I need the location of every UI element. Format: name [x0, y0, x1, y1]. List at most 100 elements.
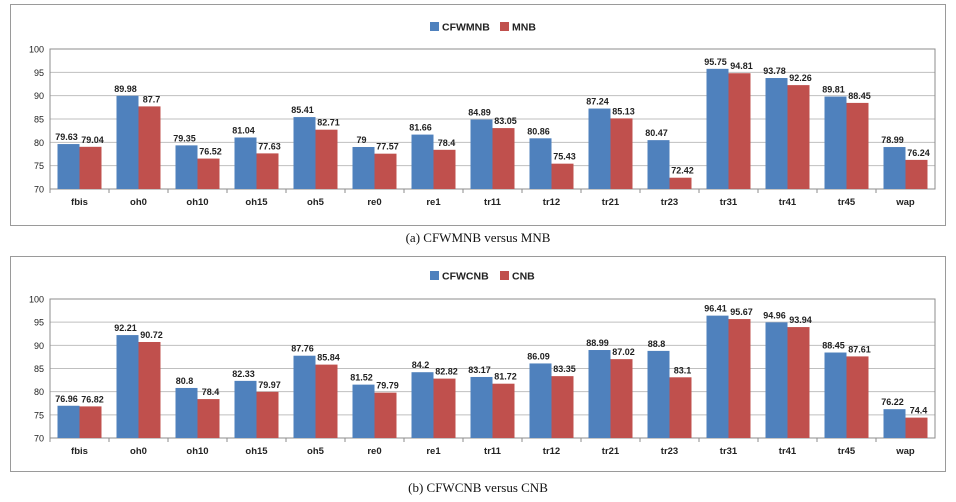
legend-swatch-0 — [430, 271, 439, 280]
data-label: 85.13 — [612, 106, 635, 116]
data-label: 72.42 — [671, 166, 694, 176]
x-tick-label: oh10 — [186, 446, 208, 457]
legend-label-1: CNB — [512, 271, 535, 283]
legend-swatch-1 — [500, 22, 509, 31]
bar-cnb — [256, 391, 279, 438]
bar-mnb — [669, 177, 692, 189]
y-tick-label: 100 — [29, 45, 44, 55]
data-label: 78.99 — [881, 135, 904, 145]
bar-mnb — [551, 163, 574, 189]
legend: CFWCNB CNB — [430, 271, 535, 283]
bar-cnb — [492, 383, 515, 438]
data-label: 82.82 — [435, 367, 458, 377]
bar-mnb — [610, 118, 633, 189]
x-tick-label: oh0 — [130, 197, 147, 208]
bar-cfwmnb — [293, 117, 316, 189]
legend-label-0: CFWCNB — [442, 271, 489, 283]
bar-cnb — [197, 399, 220, 438]
y-tick-label: 75 — [34, 161, 44, 171]
data-label: 82.33 — [232, 369, 255, 379]
data-label: 75.43 — [553, 152, 576, 162]
x-tick-label: tr41 — [779, 446, 797, 457]
data-label: 78.4 — [438, 138, 456, 148]
x-tick-label: fbis — [71, 197, 88, 208]
x-tick-label: tr23 — [661, 197, 678, 208]
x-tick-label: tr31 — [720, 446, 738, 457]
bar-cfwcnb — [411, 372, 434, 438]
data-label: 88.99 — [586, 338, 609, 348]
data-label: 84.89 — [468, 108, 491, 118]
data-label: 79 — [356, 135, 366, 145]
data-label: 79.97 — [258, 380, 281, 390]
x-tick-label: oh0 — [130, 446, 147, 457]
caption-b: (b) CFWCNB versus CNB — [408, 480, 548, 495]
data-label: 80.8 — [176, 376, 194, 386]
data-label: 87.7 — [143, 94, 161, 104]
data-label: 92.21 — [114, 323, 137, 333]
data-label: 87.24 — [586, 97, 609, 107]
x-tick-label: oh5 — [307, 197, 325, 208]
y-tick-label: 75 — [34, 410, 44, 420]
legend-label-1: MNB — [512, 22, 536, 34]
y-tick-label: 70 — [34, 434, 44, 444]
bar-cnb — [610, 359, 633, 438]
data-label: 93.78 — [763, 66, 786, 76]
x-tick-label: re1 — [426, 197, 441, 208]
y-tick-label: 95 — [34, 318, 44, 328]
data-label: 86.09 — [527, 351, 550, 361]
data-label: 94.96 — [763, 310, 786, 320]
bar-cfwcnb — [57, 405, 80, 438]
data-label: 76.22 — [881, 397, 904, 407]
data-label: 88.45 — [848, 91, 871, 101]
x-tick-label: tr41 — [779, 197, 797, 208]
bar-cnb — [551, 376, 574, 438]
data-label: 78.4 — [202, 387, 220, 397]
bar-cfwcnb — [175, 387, 198, 438]
bar-chart-a: CFWMNB MNB 70 75 80 85 90 95 100 fbis 79.63 79.04 oh… — [10, 4, 946, 226]
data-label: 81.52 — [350, 373, 373, 383]
bar-cfwmnb — [234, 137, 257, 189]
x-tick-label: tr11 — [484, 446, 502, 457]
bar-cnb — [787, 327, 810, 438]
bar-cfwmnb — [116, 95, 139, 189]
data-label: 89.81 — [822, 85, 845, 95]
data-label: 88.8 — [648, 339, 666, 349]
legend: CFWMNB MNB — [430, 22, 536, 34]
x-tick-label: tr45 — [838, 197, 856, 208]
x-tick-label: tr21 — [602, 197, 620, 208]
data-label: 93.94 — [789, 315, 812, 325]
chart-panel-b: CFWCNB CNB 70 75 80 85 90 95 100 fbis 76.96 76.82 oh… — [10, 256, 946, 472]
x-tick-label: oh10 — [186, 197, 208, 208]
legend-swatch-0 — [430, 22, 439, 31]
x-tick-label: oh15 — [245, 446, 268, 457]
bar-cfwcnb — [765, 322, 788, 438]
data-label: 87.76 — [291, 344, 314, 354]
data-label: 96.41 — [704, 304, 727, 314]
bar-mnb — [433, 149, 456, 189]
x-tick-label: tr21 — [602, 446, 620, 457]
data-label: 74.4 — [910, 406, 928, 416]
bar-cfwmnb — [411, 134, 434, 189]
data-label: 94.81 — [730, 61, 753, 71]
bar-mnb — [197, 158, 220, 189]
y-tick-label: 85 — [34, 115, 44, 125]
bar-mnb — [79, 146, 102, 189]
chart-panel-a: CFWMNB MNB 70 75 80 85 90 95 100 fbis 79.63 79.04 oh… — [10, 4, 946, 226]
data-label: 81.04 — [232, 125, 255, 135]
bar-mnb — [256, 153, 279, 189]
data-label: 87.02 — [612, 347, 635, 357]
bar-cfwcnb — [824, 352, 847, 438]
bar-cfwmnb — [175, 145, 198, 189]
bar-cnb — [138, 341, 161, 438]
bar-cnb — [905, 417, 928, 438]
bar-mnb — [492, 128, 515, 189]
x-tick-label: tr12 — [543, 197, 560, 208]
bar-cfwmnb — [647, 140, 670, 189]
bar-cfwmnb — [57, 144, 80, 189]
y-tick-label: 100 — [29, 295, 44, 305]
data-label: 90.72 — [140, 330, 163, 340]
bar-chart-b: CFWCNB CNB 70 75 80 85 90 95 100 fbis 76.96 76.82 oh… — [10, 256, 946, 472]
y-tick-label: 70 — [34, 185, 44, 195]
data-label: 92.26 — [789, 73, 812, 83]
data-label: 89.98 — [114, 84, 137, 94]
